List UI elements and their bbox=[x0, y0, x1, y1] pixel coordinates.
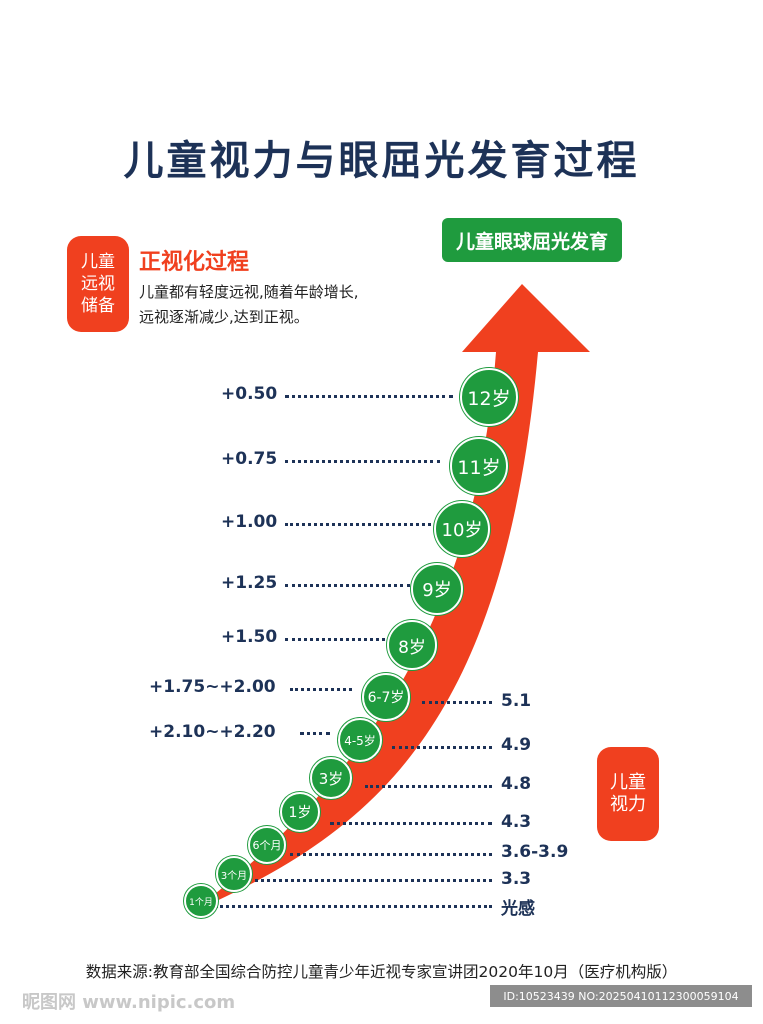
vision-leader-6m bbox=[290, 853, 492, 856]
emmetropization-description: 儿童都有轻度远视,随着年龄增长, 远视逐渐减少,达到正视。 bbox=[139, 280, 359, 330]
age-circle-11y: 11岁 bbox=[450, 437, 508, 495]
diopter-leader-9y bbox=[285, 584, 410, 587]
vision-label-6m: 3.6-3.9 bbox=[501, 842, 569, 862]
vision-label-3m: 3.3 bbox=[501, 869, 532, 889]
diopter-label-12y: +0.50 bbox=[221, 384, 278, 404]
age-circle-8y: 8岁 bbox=[387, 620, 437, 670]
vision-label-6-7y: 5.1 bbox=[501, 691, 532, 711]
diopter-label-11y: +0.75 bbox=[221, 449, 278, 469]
watermark-logo: 昵图网 www.nipic.com bbox=[22, 992, 236, 1013]
watermark-id: ID:10523439 NO:20250410112300059104 bbox=[490, 985, 752, 1007]
emmetropization-title: 正视化过程 bbox=[139, 250, 250, 275]
diopter-label-6-7y: +1.75~+2.00 bbox=[149, 677, 276, 697]
age-circle-1y: 1岁 bbox=[280, 792, 320, 832]
diopter-label-10y: +1.00 bbox=[221, 512, 278, 532]
age-circle-6-7y: 6-7岁 bbox=[362, 673, 410, 721]
diopter-leader-11y bbox=[285, 460, 440, 463]
diopter-leader-10y bbox=[285, 523, 431, 526]
diopter-leader-4-5y bbox=[300, 732, 330, 735]
hyperopia-reserve-line-2: 远视 bbox=[81, 274, 115, 294]
data-source-note: 数据来源:教育部全国综合防控儿童青少年近视专家宣讲团2020年10月（医疗机构版… bbox=[85, 963, 678, 981]
diopter-leader-12y bbox=[285, 395, 453, 398]
vision-label-1m: 光感 bbox=[501, 899, 535, 919]
vision-label-1y: 4.3 bbox=[501, 812, 532, 832]
emmetropization-desc-line-1: 儿童都有轻度远视,随着年龄增长, bbox=[139, 283, 359, 301]
vision-label-3y: 4.8 bbox=[501, 774, 532, 794]
hyperopia-reserve-line-3: 储备 bbox=[81, 296, 115, 316]
vision-leader-1y bbox=[330, 822, 492, 825]
age-circle-4-5y: 4-5岁 bbox=[338, 718, 382, 762]
age-circle-12y: 12岁 bbox=[460, 368, 518, 426]
vision-label-4-5y: 4.9 bbox=[501, 735, 532, 755]
refraction-badge: 儿童眼球屈光发育 bbox=[442, 218, 622, 262]
vision-leader-3m bbox=[255, 879, 492, 882]
page-title: 儿童视力与眼屈光发育过程 bbox=[123, 138, 640, 184]
child-vision-box: 儿童 视力 bbox=[597, 747, 659, 841]
diopter-label-8y: +1.50 bbox=[221, 627, 278, 647]
vision-leader-3y bbox=[365, 785, 492, 788]
diopter-label-4-5y: +2.10~+2.20 bbox=[149, 722, 276, 742]
age-circle-9y: 9岁 bbox=[411, 563, 463, 615]
vision-leader-1m bbox=[215, 905, 492, 908]
age-circle-1m: 1个月 bbox=[184, 884, 218, 918]
child-vision-line-2: 视力 bbox=[610, 794, 646, 815]
age-circle-10y: 10岁 bbox=[434, 501, 490, 557]
diopter-label-9y: +1.25 bbox=[221, 573, 278, 593]
diopter-leader-6-7y bbox=[290, 688, 352, 691]
age-circle-3y: 3岁 bbox=[310, 757, 352, 799]
hyperopia-reserve-box: 儿童 远视 储备 bbox=[67, 236, 129, 332]
hyperopia-reserve-line-1: 儿童 bbox=[81, 252, 115, 272]
child-vision-line-1: 儿童 bbox=[610, 772, 646, 793]
age-circle-3m: 3个月 bbox=[216, 856, 252, 892]
emmetropization-desc-line-2: 远视逐渐减少,达到正视。 bbox=[139, 308, 309, 326]
vision-leader-4-5y bbox=[392, 746, 492, 749]
diopter-leader-8y bbox=[285, 638, 385, 641]
age-circle-6m: 6个月 bbox=[248, 826, 286, 864]
vision-leader-6-7y bbox=[422, 701, 492, 704]
